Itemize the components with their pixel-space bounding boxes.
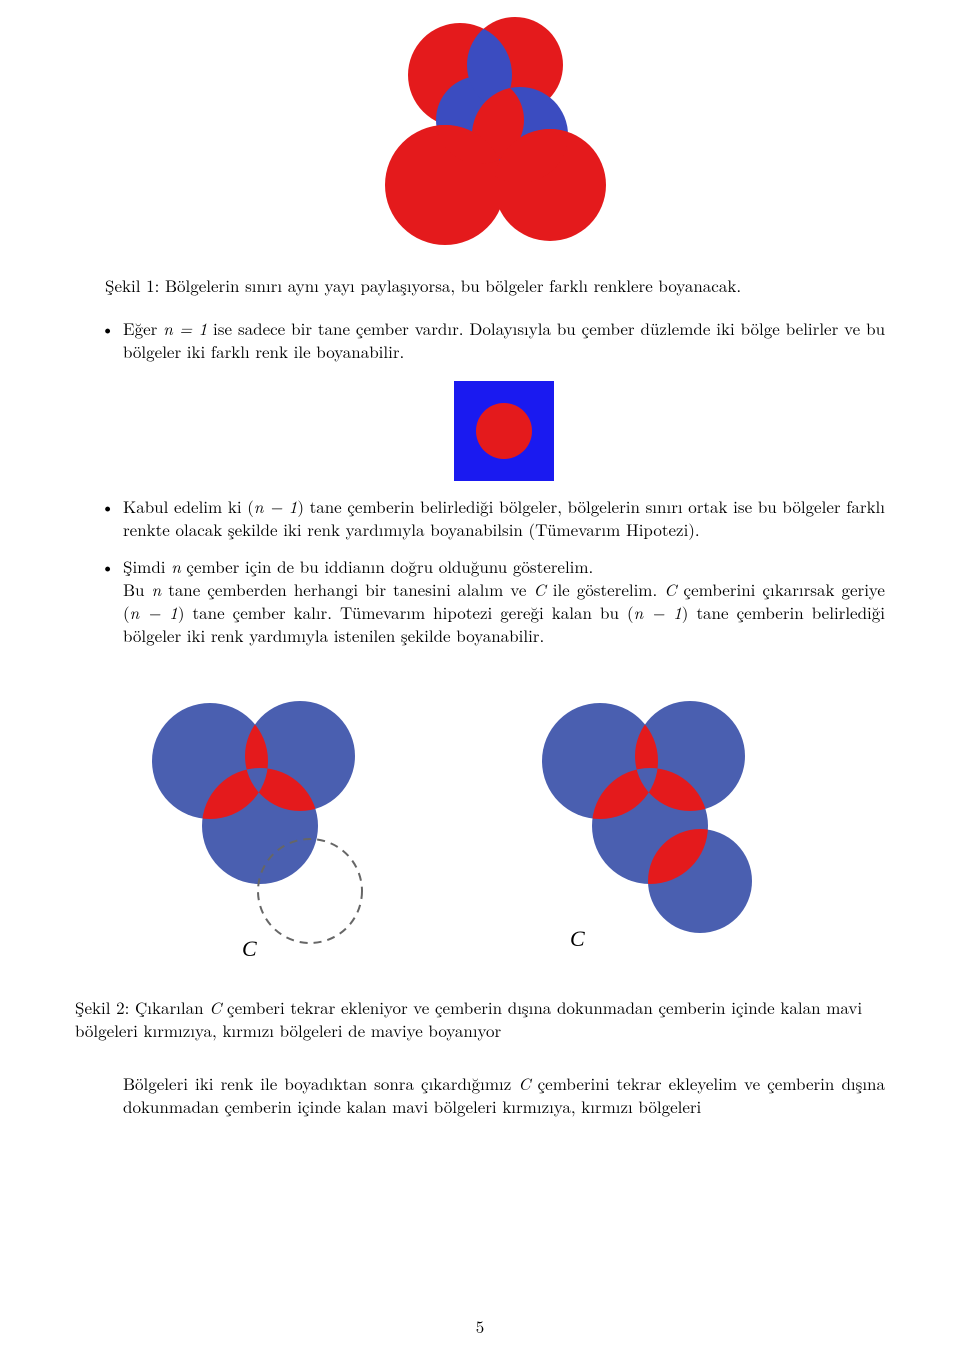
math-C: C <box>518 1071 530 1095</box>
math-n-eq-1: n = 1 <box>163 316 207 340</box>
math-n-minus-1: n − 1 <box>254 494 297 518</box>
svg-text:C: C <box>570 926 585 951</box>
final-paragraph: Bölgeleri iki renk ile boyadıktan sonra … <box>75 1072 885 1118</box>
proof-bullet-2: Kabul edelim ki (n − 1) tane çemberin be… <box>123 495 885 541</box>
proof-bullet-3: Şimdi n çember için de bu iddianın doğru… <box>123 555 885 647</box>
figure-small-svg <box>454 381 554 481</box>
figure-1 <box>75 10 885 260</box>
text: Bu <box>123 577 152 601</box>
math-C: C <box>533 577 545 601</box>
text: tane çemberden herhangi bir tanesini ala… <box>161 577 533 601</box>
figure-2: CC <box>75 666 885 976</box>
text: Kabul edelim ki ( <box>123 494 254 518</box>
page-number: 5 <box>0 1315 960 1338</box>
math-n: n <box>152 577 162 601</box>
text: Eğer <box>123 316 163 340</box>
math-n: n <box>171 554 181 578</box>
text: Bölgeleri iki renk ile boyadıktan sonra … <box>123 1071 518 1095</box>
math-C: C <box>664 577 676 601</box>
text: ) tane çember kalır. Tümevarım hipotezi … <box>178 600 634 624</box>
figure-2-caption: Şekil 2: Çıkarılan C çemberi tekrar ekle… <box>75 996 885 1042</box>
figure-small <box>123 381 885 481</box>
math-n-minus-1: n − 1 <box>130 600 178 624</box>
text: çember için de bu iddianın doğru olduğun… <box>181 554 594 578</box>
math-C: C <box>209 995 221 1019</box>
proof-bullet-1: Eğer n = 1 ise sadece bir tane çember va… <box>123 317 885 481</box>
proof-list: Eğer n = 1 ise sadece bir tane çember va… <box>75 317 885 647</box>
text: Şimdi <box>123 554 171 578</box>
figure-1-caption: Şekil 1: Bölgelerin sınırı aynı yayı pay… <box>75 274 885 297</box>
text: ile gösterelim. <box>546 577 665 601</box>
figure-2-svg: CC <box>100 666 860 976</box>
text: Şekil 2: Çıkarılan <box>75 995 209 1019</box>
svg-text:C: C <box>242 936 257 961</box>
math-n-minus-1: n − 1 <box>634 600 682 624</box>
text: ise sadece bir tane çember vardır. Dolay… <box>123 316 885 363</box>
figure-1-svg <box>350 10 610 260</box>
